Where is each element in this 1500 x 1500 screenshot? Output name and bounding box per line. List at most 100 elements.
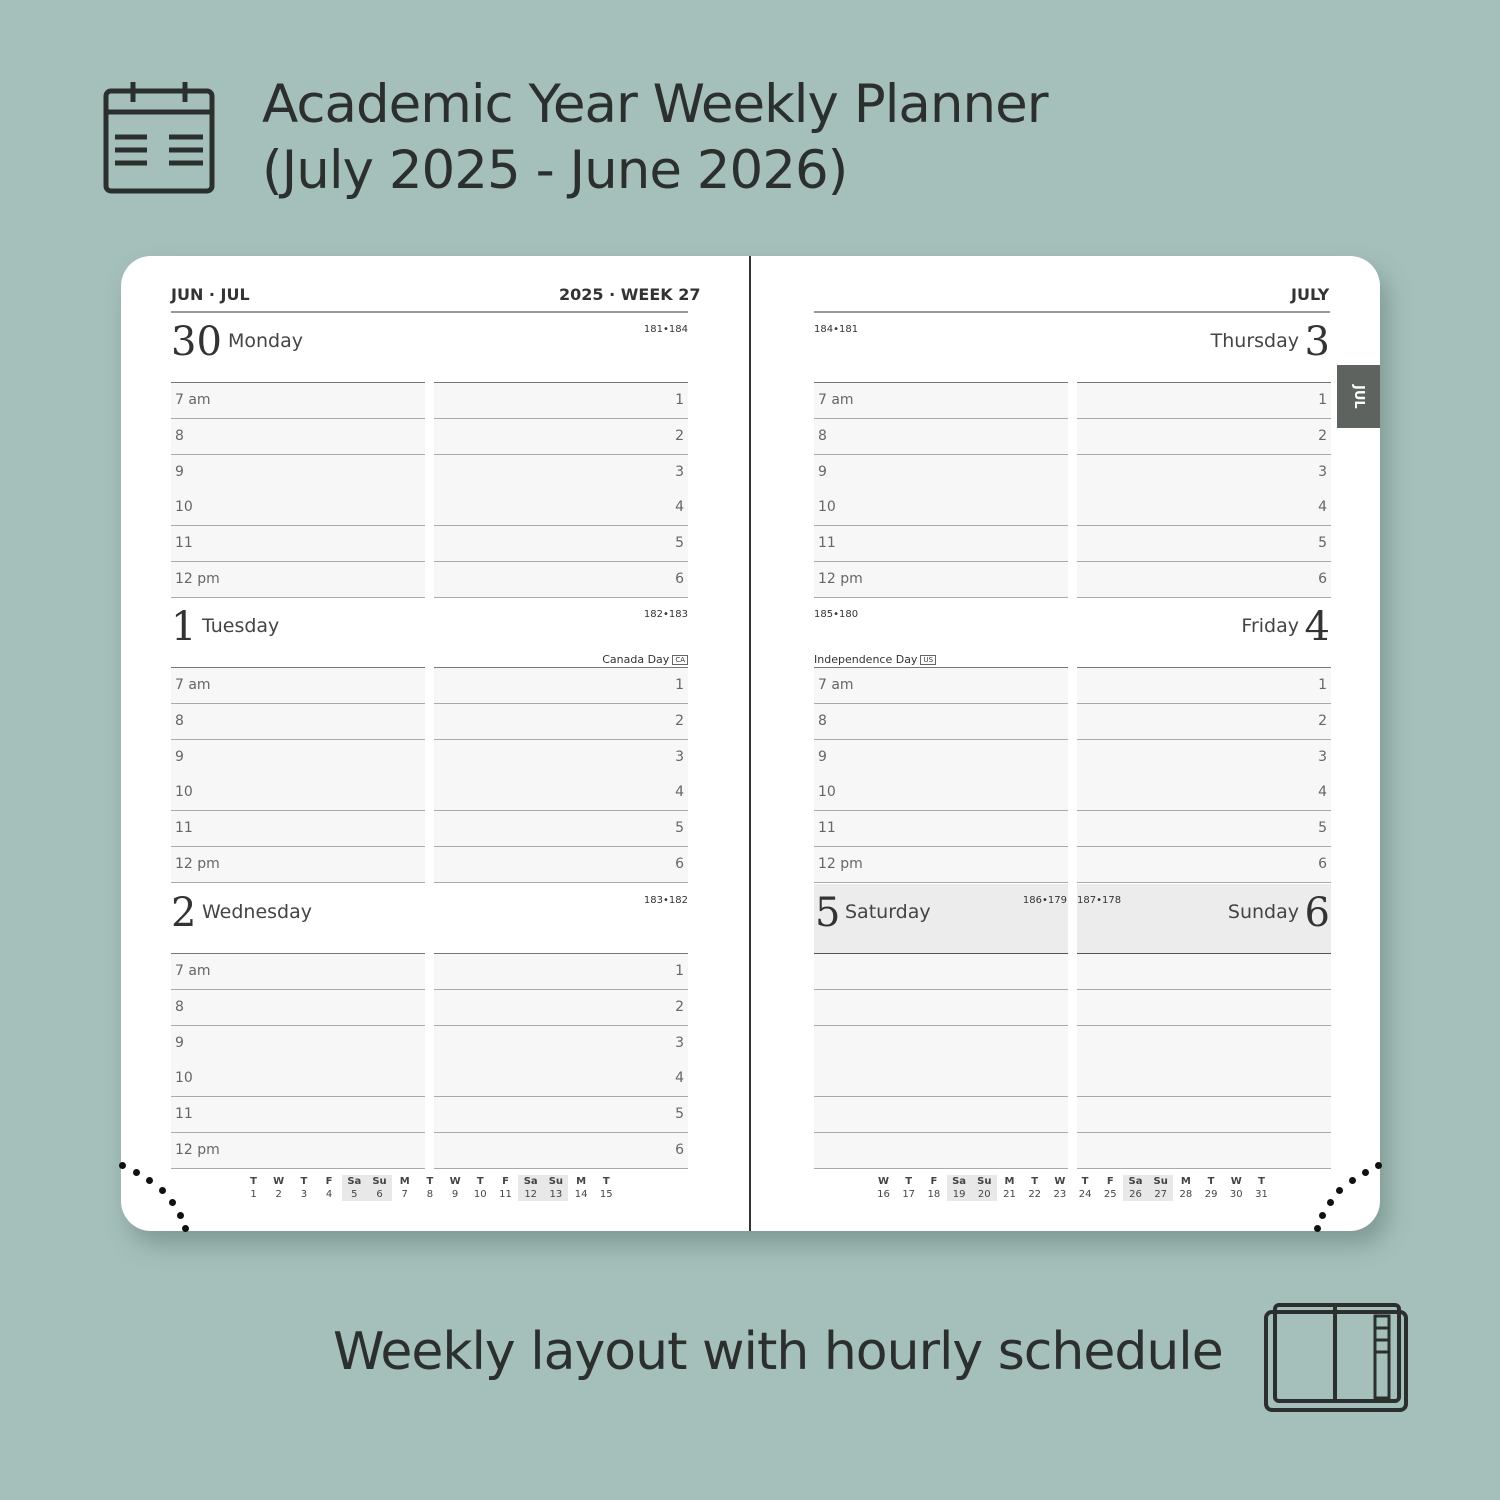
- time-slot-number[interactable]: 2: [434, 989, 688, 1026]
- mini-calendar-day[interactable]: T 10: [468, 1175, 493, 1201]
- mini-calendar-day[interactable]: Su 6: [367, 1175, 392, 1201]
- time-slot-number[interactable]: 2: [434, 703, 688, 740]
- mini-calendar-day[interactable]: F 11: [493, 1175, 518, 1201]
- time-slot-number[interactable]: 2: [1077, 703, 1331, 740]
- mini-calendar-day[interactable]: Sa 5: [341, 1175, 367, 1201]
- time-slot-number[interactable]: 1: [434, 383, 688, 419]
- time-slot-number[interactable]: 3: [1077, 454, 1331, 491]
- hour-row[interactable]: 12 pm: [171, 562, 425, 598]
- time-slot-number[interactable]: 6: [434, 847, 688, 883]
- mini-calendar-day[interactable]: T 24: [1073, 1175, 1098, 1201]
- mini-calendar-day[interactable]: Sa 12: [518, 1175, 544, 1201]
- hour-row[interactable]: 10: [171, 775, 425, 812]
- hour-row[interactable]: 9: [171, 739, 425, 776]
- mini-calendar-day[interactable]: M 14: [569, 1175, 594, 1201]
- mini-calendar-day[interactable]: Sa 19: [946, 1175, 972, 1201]
- time-slot-number[interactable]: 6: [434, 562, 688, 598]
- time-slot-number[interactable]: 1: [434, 668, 688, 704]
- time-slot-number[interactable]: 6: [434, 1133, 688, 1169]
- blank-row[interactable]: [1077, 954, 1331, 990]
- time-slot-number[interactable]: 6: [1077, 847, 1331, 883]
- hour-row[interactable]: 10: [814, 490, 1068, 527]
- blank-row[interactable]: [814, 1025, 1068, 1062]
- time-slot-number[interactable]: 5: [434, 526, 688, 563]
- hour-row[interactable]: 12 pm: [171, 847, 425, 883]
- mini-calendar-day[interactable]: T 15: [594, 1175, 619, 1201]
- mini-calendar-day[interactable]: W 23: [1047, 1175, 1072, 1201]
- hour-row[interactable]: 7 am: [814, 668, 1068, 704]
- time-slot-number[interactable]: 2: [1077, 418, 1331, 455]
- time-slot-number[interactable]: 4: [434, 1061, 688, 1098]
- mini-calendar-day[interactable]: Su 27: [1148, 1175, 1174, 1201]
- time-slot-number[interactable]: 5: [1077, 811, 1331, 848]
- mini-calendar-day[interactable]: T 22: [1022, 1175, 1047, 1201]
- mini-calendar-day[interactable]: T 31: [1249, 1175, 1274, 1201]
- blank-row[interactable]: [814, 954, 1068, 990]
- mini-calendar-day[interactable]: W 30: [1224, 1175, 1249, 1201]
- hour-row[interactable]: 12 pm: [814, 847, 1068, 883]
- mini-calendar-day[interactable]: Su 20: [971, 1175, 997, 1201]
- blank-row[interactable]: [1077, 1097, 1331, 1134]
- hour-row[interactable]: 7 am: [171, 383, 425, 419]
- time-slot-number[interactable]: 3: [434, 454, 688, 491]
- time-slot-number[interactable]: 4: [434, 775, 688, 812]
- hour-row[interactable]: 12 pm: [814, 562, 1068, 598]
- hour-row[interactable]: 7 am: [171, 954, 425, 990]
- time-slot-number[interactable]: 3: [434, 739, 688, 776]
- time-slot-number[interactable]: 1: [1077, 383, 1331, 419]
- hour-row[interactable]: 11: [171, 526, 425, 563]
- blank-row[interactable]: [814, 1097, 1068, 1134]
- time-slot-number[interactable]: 4: [1077, 490, 1331, 527]
- mini-calendar-day[interactable]: F 25: [1098, 1175, 1123, 1201]
- time-slot-number[interactable]: 5: [1077, 526, 1331, 563]
- hour-row[interactable]: 11: [171, 1097, 425, 1134]
- hour-row[interactable]: 7 am: [171, 668, 425, 704]
- hour-row[interactable]: 7 am: [814, 383, 1068, 419]
- hour-row[interactable]: 12 pm: [171, 1133, 425, 1169]
- mini-calendar-day[interactable]: W 16: [871, 1175, 896, 1201]
- blank-row[interactable]: [814, 1133, 1068, 1169]
- mini-calendar-day[interactable]: M 28: [1173, 1175, 1198, 1201]
- hour-row[interactable]: 9: [171, 454, 425, 491]
- blank-row[interactable]: [814, 1061, 1068, 1098]
- mini-calendar-day[interactable]: T 17: [896, 1175, 921, 1201]
- hour-row[interactable]: 11: [171, 811, 425, 848]
- time-slot-number[interactable]: 2: [434, 418, 688, 455]
- mini-calendar-day[interactable]: Su 13: [543, 1175, 569, 1201]
- blank-row[interactable]: [1077, 1133, 1331, 1169]
- hour-row[interactable]: 11: [814, 811, 1068, 848]
- time-slot-number[interactable]: 1: [434, 954, 688, 990]
- hour-row[interactable]: 9: [171, 1025, 425, 1062]
- blank-row[interactable]: [814, 989, 1068, 1026]
- time-slot-number[interactable]: 6: [1077, 562, 1331, 598]
- time-slot-number[interactable]: 5: [434, 811, 688, 848]
- hour-row[interactable]: 8: [171, 703, 425, 740]
- mini-calendar-day[interactable]: T 29: [1199, 1175, 1224, 1201]
- mini-calendar-day[interactable]: M 21: [997, 1175, 1022, 1201]
- hour-row[interactable]: 8: [814, 418, 1068, 455]
- blank-row[interactable]: [1077, 989, 1331, 1026]
- hour-row[interactable]: 8: [814, 703, 1068, 740]
- hour-row[interactable]: 10: [171, 490, 425, 527]
- month-tab-jul[interactable]: JUL: [1337, 365, 1380, 428]
- time-slot-number[interactable]: 1: [1077, 668, 1331, 704]
- time-slot-number[interactable]: 4: [434, 490, 688, 527]
- time-slot-number[interactable]: 4: [1077, 775, 1331, 812]
- blank-row[interactable]: [1077, 1061, 1331, 1098]
- hour-row[interactable]: 8: [171, 418, 425, 455]
- mini-calendar-day[interactable]: F 18: [921, 1175, 946, 1201]
- hour-row[interactable]: 10: [171, 1061, 425, 1098]
- hour-row[interactable]: 9: [814, 739, 1068, 776]
- time-slot-number[interactable]: 3: [434, 1025, 688, 1062]
- hour-row[interactable]: 11: [814, 526, 1068, 563]
- hour-row[interactable]: 9: [814, 454, 1068, 491]
- time-slot-number[interactable]: 5: [434, 1097, 688, 1134]
- blank-row[interactable]: [1077, 1025, 1331, 1062]
